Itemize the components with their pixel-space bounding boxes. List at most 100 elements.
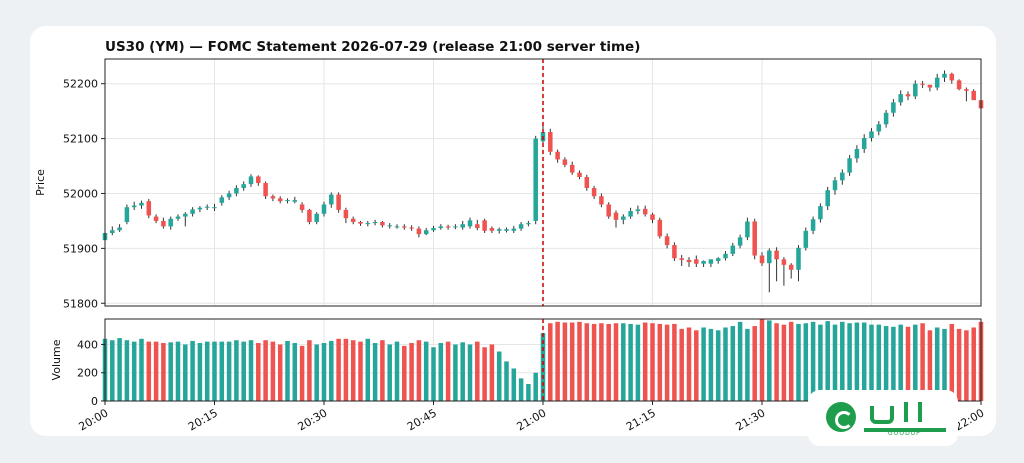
candle-body — [774, 250, 779, 260]
volume-bar — [496, 351, 502, 401]
candle-body — [927, 84, 933, 88]
candle-body — [628, 211, 633, 217]
volume-bar — [504, 361, 509, 401]
candle-body — [431, 228, 436, 231]
volume-bar — [526, 384, 531, 401]
volume-bar — [679, 328, 684, 401]
volume-bar — [511, 368, 517, 401]
candle-body — [416, 228, 422, 235]
candle-body — [190, 209, 195, 214]
volume-bar — [380, 340, 385, 401]
candle-body — [650, 214, 655, 220]
candle-body — [409, 227, 414, 229]
volume-ytick-label: 400 — [77, 338, 98, 351]
volume-bar — [321, 343, 327, 401]
candle-body — [591, 187, 597, 197]
price-ytick-label: 52100 — [63, 133, 98, 146]
candle-body — [891, 102, 896, 113]
logo-wordmark-icon — [864, 402, 946, 432]
volume-bar — [139, 338, 144, 401]
candle-body — [526, 223, 531, 225]
volume-bar — [606, 323, 611, 401]
volume-ytick-label: 200 — [77, 367, 98, 380]
volume-bar — [453, 344, 458, 401]
candle-body — [460, 224, 465, 228]
candle-body — [745, 221, 750, 238]
volume-bar — [599, 323, 604, 401]
candle-body — [577, 172, 582, 178]
candle-body — [299, 204, 305, 210]
chart-title: US30 (YM) — FOMC Statement 2026-07-29 (r… — [105, 39, 641, 55]
candle-body — [212, 207, 217, 209]
volume-bar — [212, 341, 217, 401]
volume-bar — [489, 344, 495, 401]
volume-bar — [204, 341, 210, 401]
candle-body — [876, 124, 882, 132]
volume-bar — [715, 330, 721, 401]
xtick-label: 20:00 — [77, 406, 111, 433]
candle-body — [241, 184, 246, 188]
candle-body — [511, 228, 517, 231]
candle-body — [489, 228, 495, 231]
volume-bar — [394, 341, 400, 401]
candle-body — [569, 164, 575, 173]
volume-bar — [664, 324, 670, 401]
volume-bar — [708, 328, 714, 401]
candle-body — [504, 229, 509, 231]
candle-body — [861, 138, 867, 150]
volume-bar — [818, 324, 823, 401]
candle-body — [219, 197, 225, 203]
volume-bar — [810, 321, 816, 401]
volume-bar — [475, 341, 480, 401]
candle-body — [445, 226, 451, 228]
candle-body — [358, 222, 363, 224]
candle-body — [840, 172, 845, 181]
candle-body — [423, 230, 429, 235]
candle-body — [767, 250, 772, 264]
candle-body — [730, 245, 736, 254]
candle-body — [599, 196, 604, 205]
candle-body — [234, 187, 239, 194]
candle-body — [832, 180, 838, 191]
volume-bar — [964, 330, 969, 401]
volume-bar — [920, 323, 925, 401]
volume-bar — [694, 330, 699, 401]
xtick-label: 20:45 — [405, 406, 439, 433]
volume-bar — [533, 372, 538, 401]
candle-body — [803, 230, 809, 248]
candle-body — [584, 177, 590, 188]
candle-body — [613, 212, 619, 220]
volume-bar — [256, 343, 261, 401]
candle-body — [708, 259, 714, 264]
candle-body — [256, 176, 261, 184]
volume-bar — [168, 342, 173, 401]
candle-body — [380, 222, 385, 226]
volume-bar — [584, 323, 590, 401]
price-ytick-label: 52000 — [63, 187, 98, 200]
volume-bar — [621, 323, 626, 401]
candle-body — [226, 193, 232, 198]
candle-body — [248, 176, 254, 185]
volume-bar — [701, 327, 706, 401]
volume-bar — [263, 340, 268, 401]
candle-body — [642, 208, 648, 215]
candle-body — [920, 83, 925, 85]
xtick-label: 20:30 — [296, 406, 330, 433]
candle-body — [518, 224, 524, 229]
candle-body — [277, 198, 283, 202]
price-ytick-label: 51900 — [63, 242, 98, 255]
volume-bar — [110, 340, 115, 401]
volume-bar — [307, 340, 312, 401]
candle-body — [971, 90, 976, 101]
volume-bar — [956, 328, 962, 401]
volume-bar — [343, 338, 349, 401]
price-panel-frame — [104, 58, 982, 307]
candle-body — [964, 89, 969, 91]
volume-bar — [628, 323, 633, 401]
candle-body — [825, 190, 830, 207]
candle-body — [548, 132, 553, 152]
volume-bar — [460, 342, 465, 401]
volume-bar — [372, 343, 378, 401]
candle-body — [701, 260, 706, 264]
volume-bar — [438, 343, 444, 401]
